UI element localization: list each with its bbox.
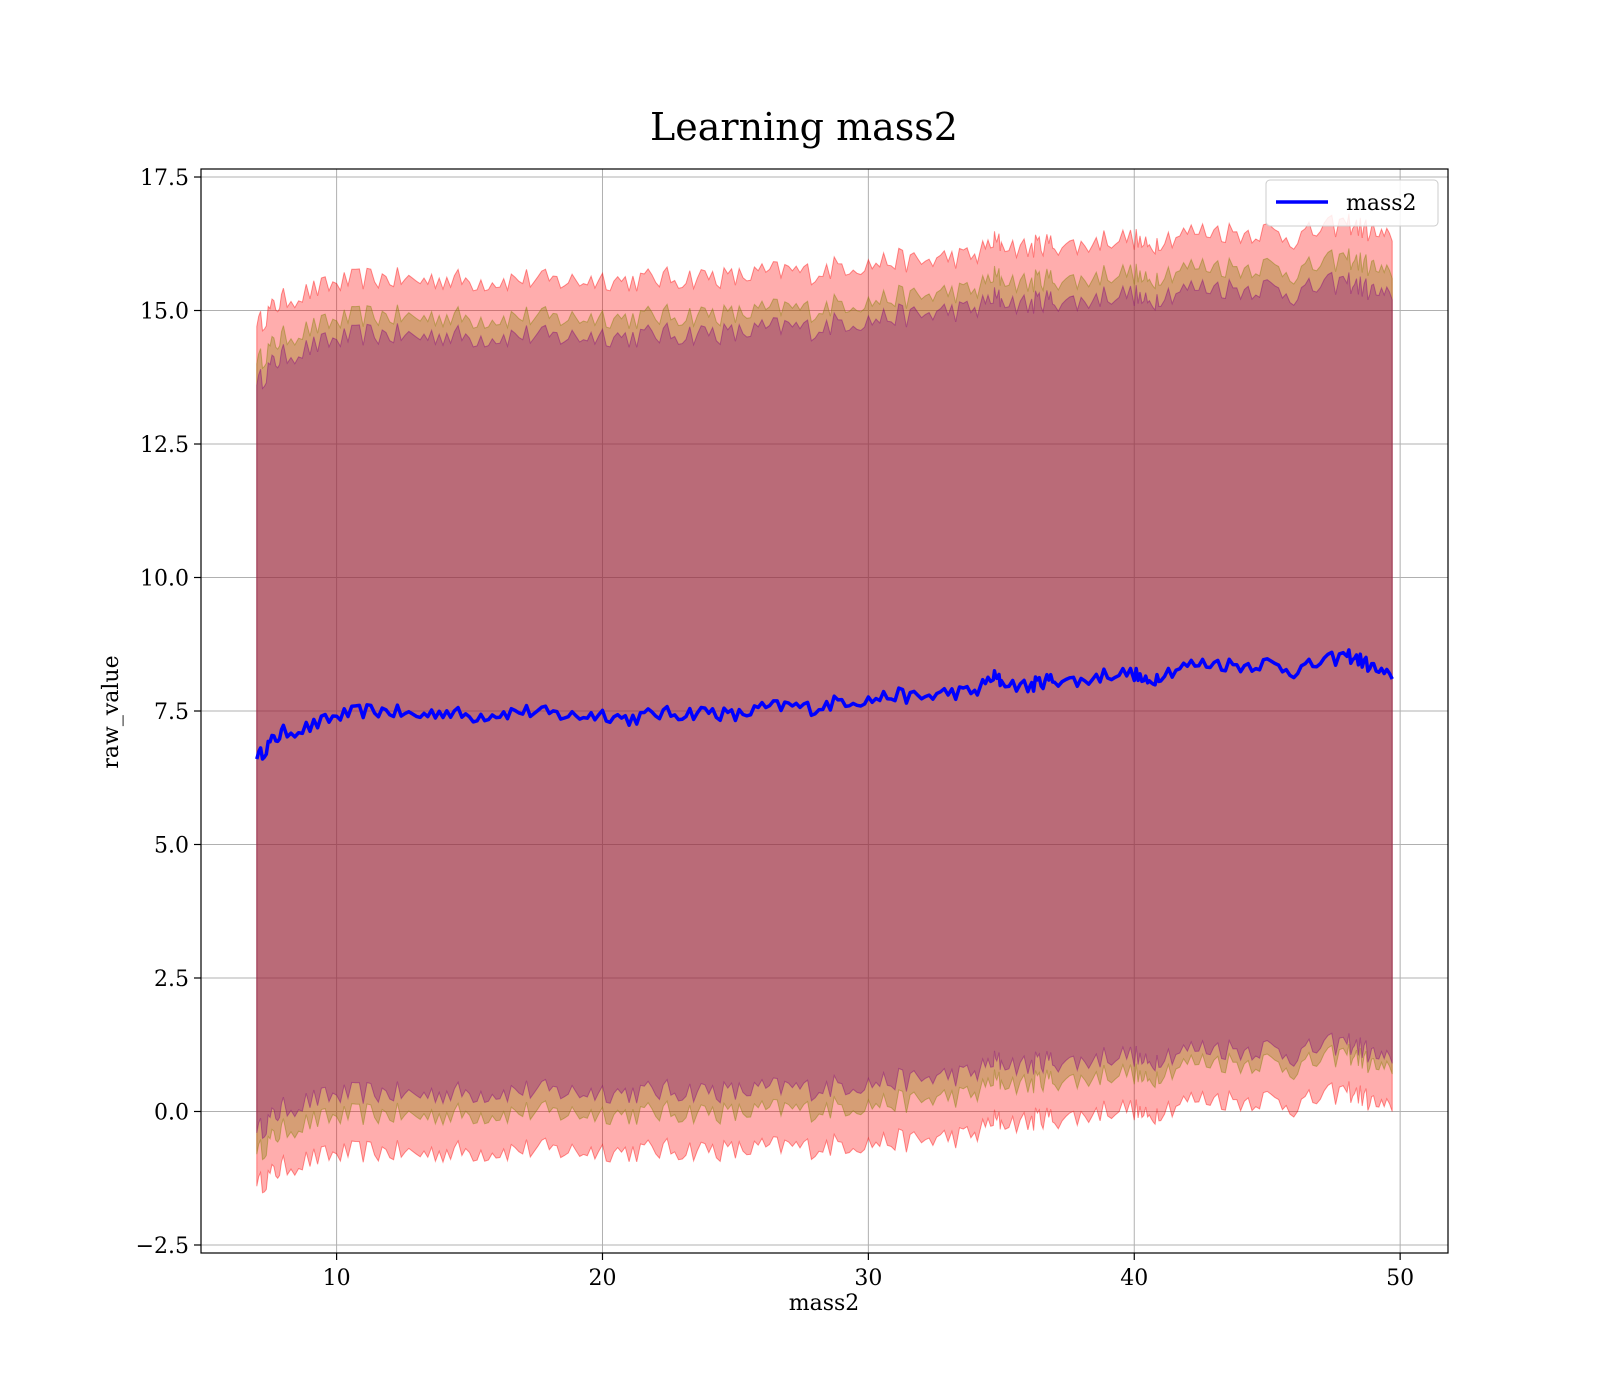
axis-ticks: 10 20 30 40 50 −2.5 0.0 2.5 5.0 7.5 10.0 12.5 15.0 17… (136, 166, 1415, 1291)
x-tick-label: 20 (588, 1266, 616, 1291)
y-tick-label: 7.5 (154, 700, 189, 725)
legend-label-mass2: mass2 (1346, 191, 1417, 216)
x-tick-label: 30 (854, 1266, 882, 1291)
y-tick-label: −2.5 (136, 1234, 189, 1259)
y-axis-label: raw_value (99, 655, 124, 768)
x-tick-label: 10 (323, 1266, 351, 1291)
x-tick-label: 40 (1120, 1266, 1148, 1291)
y-tick-label: 10.0 (140, 567, 189, 592)
series-lines (255, 648, 1394, 761)
chart-title: Learning mass2 (650, 105, 958, 149)
y-tick-label: 12.5 (140, 433, 189, 458)
x-tick-label: 50 (1386, 1266, 1414, 1291)
grid (201, 169, 1448, 1253)
y-tick-label: 2.5 (154, 967, 189, 992)
confidence-bands (256, 213, 1393, 1194)
series-line-mass2 (255, 648, 1394, 761)
legend-box (1265, 179, 1439, 227)
y-tick-label: 17.5 (140, 166, 189, 191)
y-tick-label: 15.0 (140, 300, 189, 325)
y-tick-label: 0.0 (154, 1100, 189, 1125)
x-axis-label: mass2 (789, 1291, 860, 1316)
legend: mass2 (1265, 179, 1439, 227)
y-tick-label: 5.0 (154, 833, 189, 858)
